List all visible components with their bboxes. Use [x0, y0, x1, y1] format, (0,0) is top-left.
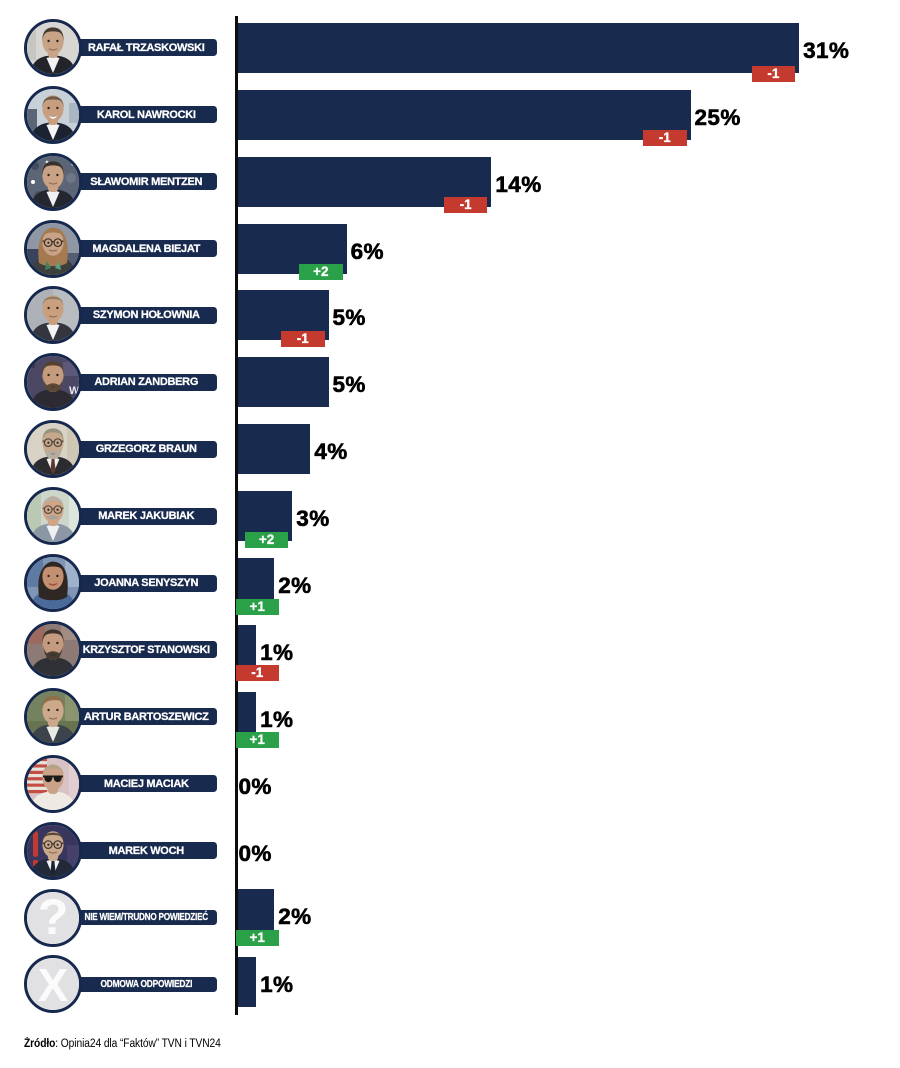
svg-text:W: W — [69, 385, 79, 397]
svg-text:X: X — [38, 959, 69, 1010]
svg-text:?: ? — [38, 892, 69, 944]
